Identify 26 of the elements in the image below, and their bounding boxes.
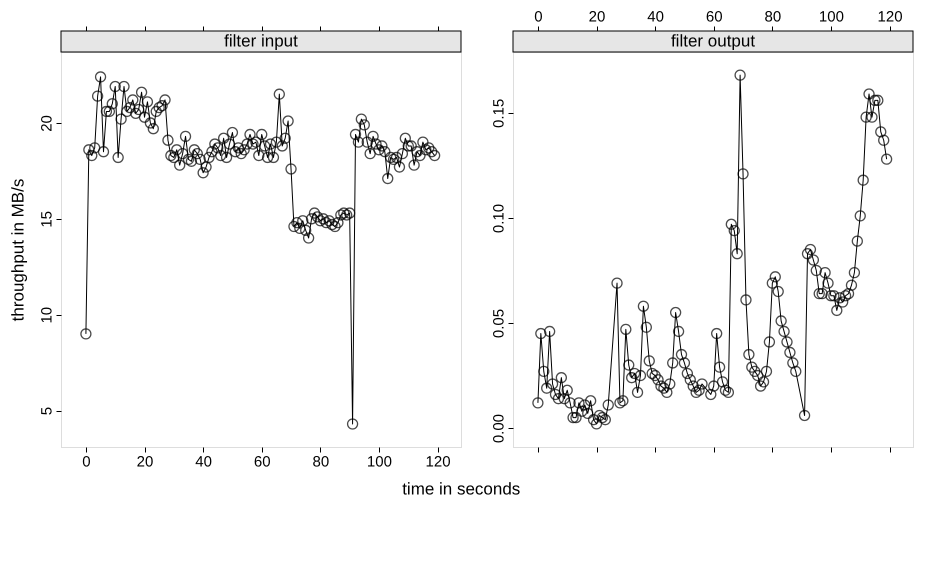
chart-title: filter input: [224, 32, 298, 50]
x-tick-label: 20: [136, 454, 154, 470]
x2-tick-label: 40: [647, 8, 664, 26]
y-tick-label: 5: [38, 406, 56, 416]
y-tick-label: 10: [38, 306, 56, 324]
x-tick-label: 60: [254, 454, 271, 470]
x-axis-title: time in seconds: [402, 480, 520, 498]
x-tick-label: 100: [366, 454, 392, 470]
y-tick-label: 20: [38, 115, 56, 132]
x2-tick-label: 0: [534, 8, 543, 26]
x2-tick-label: 100: [818, 8, 844, 26]
y-tick-label: 15: [38, 210, 56, 228]
x-tick-label: 0: [82, 454, 91, 470]
y-tick-label: 0.05: [490, 308, 508, 338]
x-tick-label: 120: [426, 454, 451, 470]
chart-title: filter output: [670, 32, 756, 50]
x-tick-label: 40: [195, 454, 212, 470]
x2-tick-label: 20: [588, 8, 606, 26]
y-tick-label: 0.15: [490, 98, 508, 128]
x-tick-label: 80: [312, 454, 330, 470]
x2-tick-label: 120: [878, 8, 903, 26]
y-tick-label: 0.10: [490, 204, 508, 234]
x2-tick-label: 80: [764, 8, 782, 26]
y-axis-title: throughput in MB/s: [8, 178, 28, 322]
x2-tick-label: 60: [706, 8, 723, 26]
y-tick-label: 0.00: [490, 414, 508, 444]
